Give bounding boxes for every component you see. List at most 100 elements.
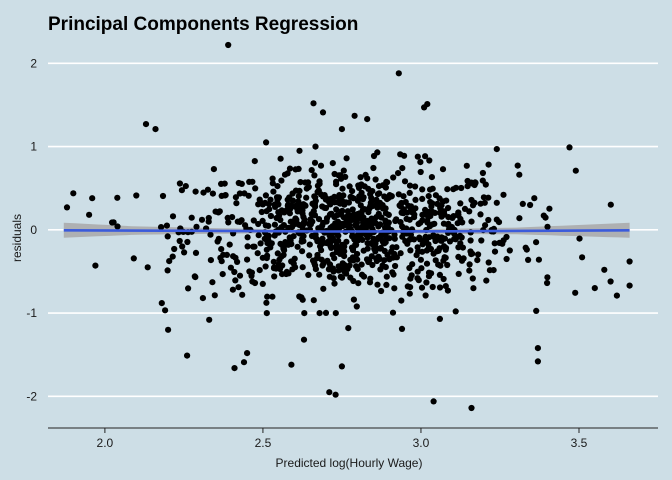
data-point <box>267 196 274 203</box>
data-point <box>467 237 474 244</box>
data-point <box>240 359 248 366</box>
data-point <box>435 261 442 268</box>
data-point <box>217 254 224 261</box>
data-point <box>350 277 357 285</box>
data-point <box>211 292 218 299</box>
data-point <box>349 188 356 195</box>
data-point <box>244 350 251 357</box>
data-point <box>428 270 435 277</box>
data-point <box>225 41 232 49</box>
data-point <box>296 293 303 300</box>
data-point <box>430 233 437 240</box>
data-point <box>271 273 278 280</box>
data-point <box>444 186 451 193</box>
data-point <box>383 281 390 288</box>
data-point <box>267 212 274 220</box>
data-point <box>601 266 608 273</box>
data-point <box>355 184 363 191</box>
data-point <box>263 246 270 253</box>
data-point <box>277 240 284 247</box>
data-point <box>231 365 238 372</box>
data-point <box>204 186 211 193</box>
data-point <box>205 214 212 222</box>
data-point <box>347 193 354 200</box>
data-point <box>281 209 288 216</box>
data-point <box>314 251 321 259</box>
data-point <box>566 144 573 151</box>
data-point <box>427 245 434 253</box>
data-point <box>258 208 265 216</box>
data-point <box>292 166 299 173</box>
data-point <box>278 177 285 184</box>
data-point <box>299 248 306 255</box>
data-point <box>350 245 357 252</box>
data-point <box>230 253 237 260</box>
data-point <box>328 195 335 202</box>
data-point <box>281 247 288 254</box>
data-point <box>572 289 579 296</box>
data-point <box>297 179 304 186</box>
data-point <box>311 172 318 179</box>
data-point <box>474 257 481 264</box>
data-point <box>339 185 346 192</box>
data-point <box>467 248 474 255</box>
data-point <box>184 238 191 246</box>
data-point <box>407 231 414 239</box>
data-point <box>209 279 216 286</box>
data-point <box>338 126 345 133</box>
data-point <box>294 243 301 250</box>
data-point <box>63 204 71 211</box>
data-point <box>368 194 375 201</box>
data-point <box>486 267 493 274</box>
x-tick-label: 3.0 <box>413 436 430 450</box>
data-point <box>506 247 513 254</box>
data-point <box>312 262 319 269</box>
data-point <box>89 195 96 202</box>
data-point <box>464 177 471 185</box>
data-point <box>392 262 399 270</box>
data-point <box>316 271 323 278</box>
x-axis-label: Predicted log(Hourly Wage) <box>276 456 423 470</box>
data-point <box>400 193 407 200</box>
data-point <box>352 215 359 222</box>
data-point <box>356 210 363 217</box>
data-point <box>408 272 415 279</box>
data-point <box>398 325 406 332</box>
data-point <box>534 345 542 352</box>
data-point <box>320 285 327 292</box>
y-axis-label: residuals <box>10 214 24 262</box>
data-point <box>152 126 159 133</box>
data-point <box>315 225 322 232</box>
data-point <box>192 249 200 256</box>
data-point <box>423 279 430 286</box>
data-point <box>263 139 270 146</box>
data-point <box>312 143 319 150</box>
data-point <box>310 100 317 107</box>
data-point <box>531 195 538 202</box>
data-point <box>440 275 447 283</box>
data-point <box>516 215 523 222</box>
data-point <box>422 292 429 299</box>
data-point <box>485 216 492 224</box>
data-point <box>288 361 295 368</box>
data-point <box>311 193 318 200</box>
data-point <box>300 201 307 208</box>
data-point <box>458 184 465 192</box>
data-point <box>493 146 500 153</box>
data-point <box>350 296 357 303</box>
x-tick-label: 3.5 <box>571 436 588 450</box>
data-point <box>399 165 406 172</box>
data-point <box>229 286 236 293</box>
data-point <box>398 297 405 304</box>
data-point <box>279 262 286 269</box>
data-point <box>281 171 289 178</box>
data-point <box>406 264 413 272</box>
data-point <box>613 292 621 299</box>
data-point <box>576 235 583 242</box>
data-point <box>207 231 214 238</box>
data-point <box>334 218 342 225</box>
data-point <box>263 299 270 306</box>
data-point <box>70 190 77 197</box>
data-point <box>256 196 263 203</box>
data-point <box>418 284 426 291</box>
